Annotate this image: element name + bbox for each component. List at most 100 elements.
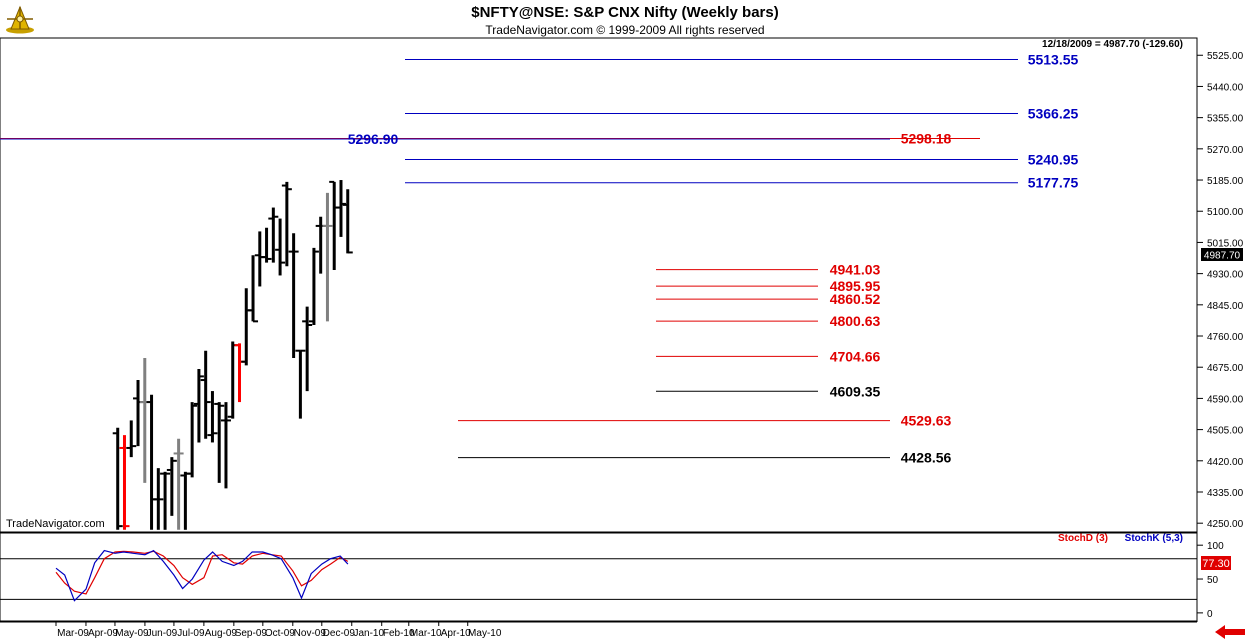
level-label: 5298.18 bbox=[901, 130, 952, 146]
level-label: 4529.63 bbox=[901, 413, 952, 429]
date-tick-label: Jun-09 bbox=[147, 628, 178, 639]
legend-stoch-k: StochK (5,3) bbox=[1125, 533, 1183, 544]
ohlc-bar bbox=[234, 343, 245, 403]
ohlc-bar bbox=[308, 247, 319, 326]
stoch-panel-frame bbox=[0, 532, 1198, 622]
ohlc-bar bbox=[220, 402, 231, 489]
ohlc-bar bbox=[146, 394, 157, 530]
ohlc-bar bbox=[173, 438, 184, 530]
level-label: 5366.25 bbox=[1028, 106, 1079, 122]
price-tick-label: 5100.00 bbox=[1207, 207, 1244, 218]
price-tick-label: 4505.00 bbox=[1207, 426, 1244, 437]
stoch-d-line bbox=[55, 550, 349, 595]
ohlc-bar bbox=[248, 255, 259, 323]
ohlc-bar bbox=[112, 427, 123, 530]
price-tick-label: 5185.00 bbox=[1207, 176, 1244, 187]
date-tick-label: Mar-10 bbox=[410, 628, 442, 639]
level-label: 5240.95 bbox=[1028, 151, 1079, 167]
level-label: 4895.95 bbox=[830, 278, 881, 294]
price-tick-label: 4590.00 bbox=[1207, 394, 1244, 405]
date-tick-label: Apr-09 bbox=[88, 628, 118, 639]
price-tick-label: 5015.00 bbox=[1207, 238, 1244, 249]
stoch-k-line bbox=[55, 549, 349, 602]
ohlc-bar bbox=[302, 306, 313, 392]
date-tick-label: Oct-09 bbox=[265, 628, 295, 639]
date-tick-label: Feb-10 bbox=[383, 628, 415, 639]
ohlc-bar bbox=[139, 358, 150, 483]
price-tick-label: 4420.00 bbox=[1207, 457, 1244, 468]
date-tick-label: Nov-09 bbox=[294, 628, 327, 639]
price-axis: 5525.00 5440.00 5355.00 5270.00 5185.00 5100.… bbox=[1197, 51, 1244, 530]
price-bars-layer bbox=[112, 180, 353, 530]
ohlc-bar bbox=[160, 471, 171, 530]
date-tick-label: Aug-09 bbox=[205, 628, 238, 639]
ohlc-bar bbox=[133, 380, 144, 447]
last-price-label: 4987.70 bbox=[1204, 251, 1241, 262]
price-tick-label: 4760.00 bbox=[1207, 332, 1244, 343]
ohlc-bar bbox=[166, 457, 177, 516]
price-tick-label: 4675.00 bbox=[1207, 363, 1244, 374]
level-label: 4941.03 bbox=[830, 262, 881, 278]
date-tick-label: Apr-10 bbox=[441, 628, 471, 639]
level-lines-layer: 5513.55 5366.25 5298.18 5296.90 5240.95 5177.… bbox=[0, 51, 1079, 466]
date-tick-label: May-09 bbox=[115, 628, 149, 639]
level-label: 5296.90 bbox=[348, 131, 399, 147]
copyright-subtitle: TradeNavigator.com © 1999-2009 All right… bbox=[485, 23, 765, 37]
stoch-tick-label: 50 bbox=[1207, 575, 1219, 586]
price-tick-label: 5525.00 bbox=[1207, 51, 1244, 62]
ohlc-bar bbox=[322, 192, 333, 322]
ohlc-bar bbox=[200, 350, 211, 439]
ohlc-bar bbox=[261, 227, 272, 263]
date-tick-label: Dec-09 bbox=[323, 628, 356, 639]
stochastic-panel: 100 50 0 bbox=[0, 541, 1224, 620]
stoch-tick-label: 100 bbox=[1207, 541, 1224, 552]
date-tick-label: May-10 bbox=[468, 628, 502, 639]
level-label: 4860.52 bbox=[830, 291, 881, 307]
ohlc-bar bbox=[193, 369, 204, 443]
level-label: 5513.55 bbox=[1028, 51, 1079, 67]
date-tick-label: Sep-09 bbox=[235, 628, 268, 639]
ohlc-bar bbox=[187, 402, 198, 478]
price-tick-label: 5355.00 bbox=[1207, 114, 1244, 125]
stoch-value-label: 77.30 bbox=[1202, 558, 1230, 570]
ohlc-bar bbox=[335, 180, 346, 237]
ohlc-bar bbox=[275, 218, 286, 276]
price-tick-label: 5270.00 bbox=[1207, 145, 1244, 156]
trade-navigator-logo-icon[interactable] bbox=[3, 3, 37, 35]
date-tick-label: Jul-09 bbox=[177, 628, 205, 639]
ohlc-bar bbox=[295, 349, 306, 419]
ohlc-bar bbox=[180, 471, 191, 530]
ohlc-bar bbox=[241, 288, 252, 366]
ohlc-bar bbox=[153, 468, 164, 530]
price-readout: 12/18/2009 = 4987.70 (-129.60) bbox=[1042, 39, 1183, 50]
ohlc-bar bbox=[268, 207, 279, 263]
chart-title: $NFTY@NSE: S&P CNX Nifty (Weekly bars) bbox=[471, 4, 779, 21]
ohlc-bar bbox=[254, 231, 265, 287]
legend-stoch-d: StochD (3) bbox=[1058, 533, 1108, 544]
date-tick-label: Jan-10 bbox=[353, 628, 384, 639]
stoch-tick-label: 0 bbox=[1207, 609, 1213, 620]
ohlc-bar bbox=[342, 189, 353, 254]
level-label: 5177.75 bbox=[1028, 175, 1079, 191]
price-tick-label: 4930.00 bbox=[1207, 270, 1244, 281]
last-price-tag bbox=[1201, 248, 1243, 261]
level-label: 4800.63 bbox=[830, 313, 881, 329]
level-label: 4428.56 bbox=[901, 450, 952, 466]
level-label: 4609.35 bbox=[830, 383, 881, 399]
scroll-back-arrow-icon[interactable] bbox=[1213, 624, 1247, 640]
ohlc-bar bbox=[214, 402, 225, 483]
level-label: 4704.66 bbox=[830, 348, 881, 364]
date-tick-label: Mar-09 bbox=[57, 628, 89, 639]
stoch-value-tag bbox=[1201, 556, 1231, 570]
ohlc-bar bbox=[288, 233, 299, 359]
price-tick-label: 4845.00 bbox=[1207, 301, 1244, 312]
ohlc-bar bbox=[281, 181, 292, 267]
ohlc-bar bbox=[227, 341, 238, 419]
price-tick-label: 5440.00 bbox=[1207, 82, 1244, 93]
ohlc-bar bbox=[126, 420, 137, 458]
watermark-label: TradeNavigator.com bbox=[6, 518, 105, 530]
ohlc-bar bbox=[207, 391, 218, 443]
